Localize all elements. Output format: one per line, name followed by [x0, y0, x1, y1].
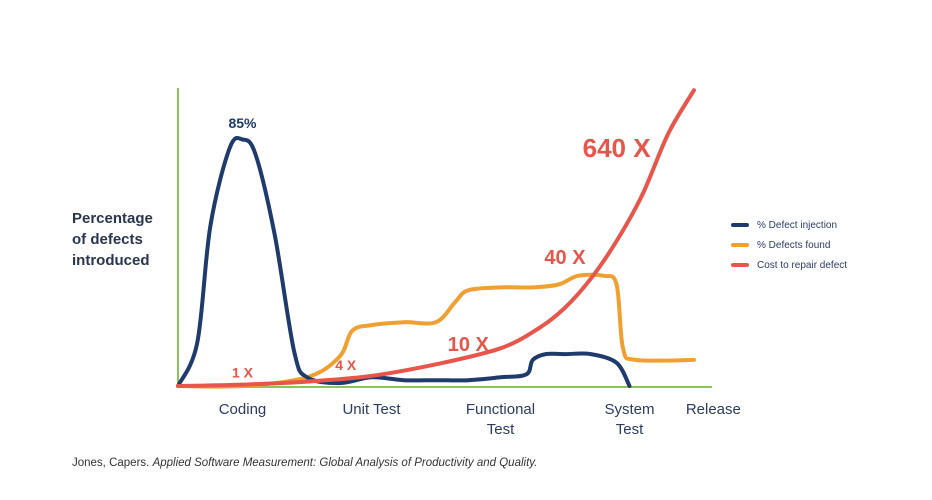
citation-author: Jones, Capers.	[72, 457, 150, 469]
citation: Jones, Capers. Applied Software Measurem…	[72, 457, 537, 469]
legend-swatch	[731, 263, 749, 267]
y-axis-label: Percentage of defects introduced	[72, 208, 153, 271]
annotation-label: 85%	[228, 115, 257, 131]
x-tick-label: Release	[685, 401, 741, 418]
y-axis-label-line-1: Percentage	[72, 210, 153, 227]
annotation-label: 640 X	[583, 133, 652, 163]
legend-label: % Defect injection	[757, 219, 838, 231]
annotation-layer: 85% 1 X 4 X 10 X 40 X 640 X	[228, 115, 651, 380]
legend: % Defect injection % Defects found Cost …	[731, 215, 847, 275]
legend-swatch	[731, 223, 749, 227]
legend-label: % Defects found	[757, 239, 831, 251]
series-line-1	[176, 272, 696, 389]
legend-item: % Defects found	[731, 235, 847, 255]
legend-swatch	[731, 243, 749, 247]
series-layer	[176, 88, 696, 389]
annotation-label: 1 X	[232, 364, 254, 380]
series-line-2	[176, 88, 696, 388]
legend-item: % Defect injection	[731, 215, 847, 235]
legend-item: Cost to repair defect	[731, 255, 847, 275]
annotation-label: 40 X	[544, 247, 586, 269]
legend-label: Cost to repair defect	[757, 259, 848, 271]
citation-title: Applied Software Measurement: Global Ana…	[152, 457, 538, 469]
y-axis-label-line-2: of defects	[72, 231, 143, 248]
x-tick-label: Functional Test	[465, 401, 536, 438]
x-tick-label: System Test	[604, 401, 655, 438]
x-tick-label: Unit Test	[342, 401, 401, 418]
y-axis-label-line-3: introduced	[72, 252, 150, 269]
annotation-label: 10 X	[448, 334, 490, 356]
x-tick-label: Coding	[218, 401, 267, 418]
annotation-label: 4 X	[335, 357, 357, 373]
